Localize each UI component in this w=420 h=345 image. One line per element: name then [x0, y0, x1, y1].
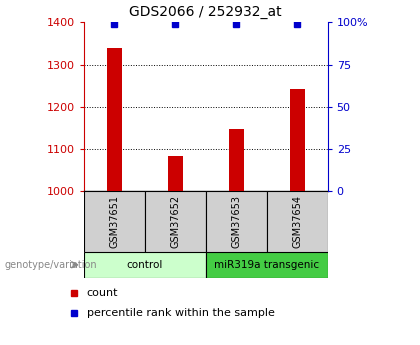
Bar	[145, 191, 206, 252]
Bar	[289, 89, 305, 191]
Text: count: count	[87, 288, 118, 298]
Text: percentile rank within the sample: percentile rank within the sample	[87, 308, 275, 318]
Text: GSM37654: GSM37654	[292, 195, 302, 248]
Bar	[84, 191, 145, 252]
Bar	[107, 48, 122, 191]
Text: miR319a transgenic: miR319a transgenic	[214, 260, 319, 270]
Text: GSM37653: GSM37653	[231, 195, 241, 248]
Bar	[267, 191, 328, 252]
Bar	[228, 129, 244, 191]
Bar	[84, 252, 206, 278]
Text: GSM37652: GSM37652	[171, 195, 180, 248]
Bar	[206, 252, 328, 278]
Bar	[168, 156, 183, 191]
Text: genotype/variation: genotype/variation	[4, 260, 97, 270]
Title: GDS2066 / 252932_at: GDS2066 / 252932_at	[129, 4, 282, 19]
Text: control: control	[127, 260, 163, 270]
Bar	[206, 191, 267, 252]
Text: GSM37651: GSM37651	[110, 195, 119, 248]
